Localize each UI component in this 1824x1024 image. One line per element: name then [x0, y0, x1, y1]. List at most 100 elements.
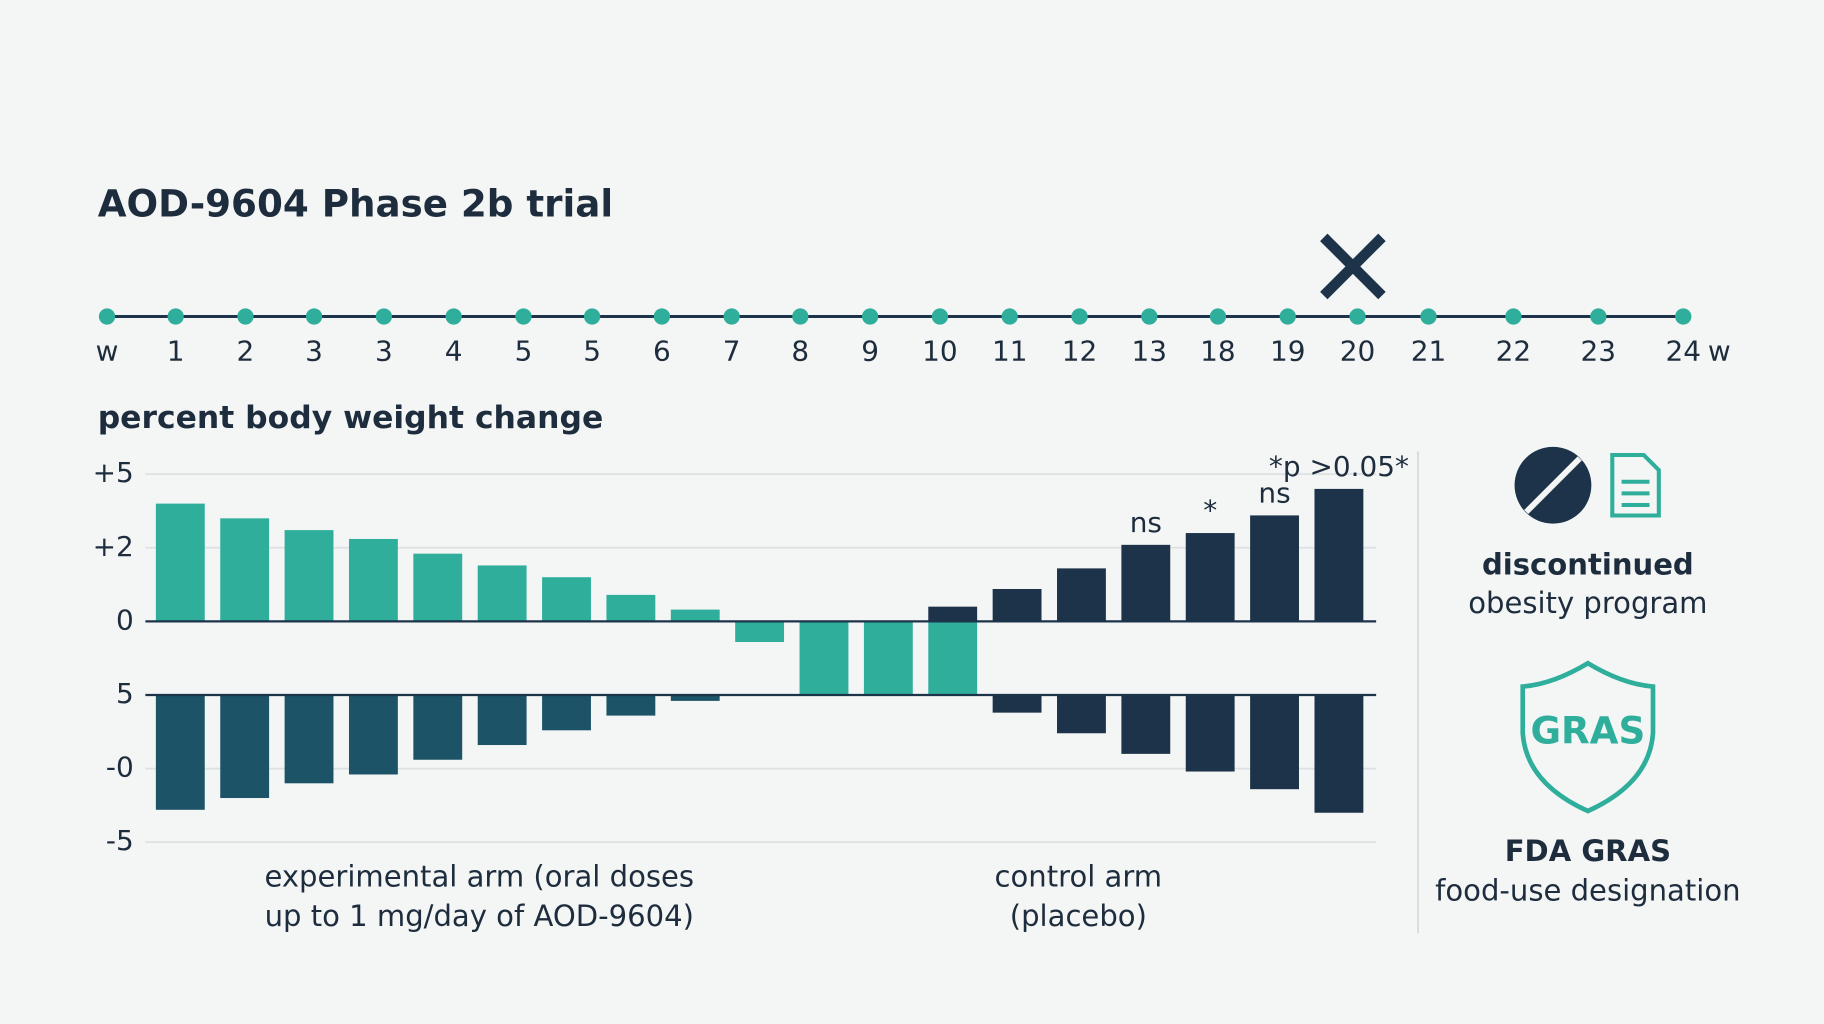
bar [348, 538, 398, 622]
document-outline [1610, 452, 1661, 518]
timeline-label: 20 [1340, 335, 1376, 368]
bar [348, 694, 398, 775]
timeline-dot [1279, 308, 1296, 325]
bar [155, 694, 205, 810]
status-title: discontinued [1482, 548, 1694, 582]
shield-icon [1520, 660, 1656, 814]
timeline-label: 5 [515, 335, 533, 368]
timeline-label: 1 [167, 335, 185, 368]
pill-slash [1524, 456, 1582, 515]
timeline-label: 2 [237, 335, 255, 368]
timeline-dot [723, 308, 740, 325]
bar [992, 588, 1042, 622]
bar [1250, 694, 1299, 790]
bar [284, 694, 334, 784]
y-tick-label: +2 [93, 530, 134, 563]
group-label: up to 1 mg/day of AOD-9604) [265, 899, 694, 933]
timeline-dot [237, 308, 254, 325]
pill-icon [1514, 446, 1592, 524]
bar-annotation: ns [1130, 506, 1162, 539]
timeline-label: 24 [1665, 335, 1701, 368]
timeline-dot [1349, 308, 1366, 325]
timeline-dot [515, 308, 532, 325]
y-tick-label: 0 [116, 603, 134, 636]
bar [606, 594, 656, 622]
discontinued-mark [1320, 233, 1386, 300]
bar [928, 621, 978, 695]
bar [542, 577, 591, 622]
bar [670, 694, 720, 701]
timeline-label: 22 [1496, 335, 1532, 368]
timeline-dot [98, 308, 116, 325]
timeline-dot [1209, 308, 1227, 325]
badge-text: GRAS [1530, 709, 1645, 753]
timeline-label: 9 [861, 335, 879, 368]
timeline-dot [1420, 308, 1437, 325]
bar [284, 530, 334, 622]
bar [1185, 694, 1235, 772]
chart-title: AOD-9604 Phase 2b trial [98, 181, 613, 225]
bar [992, 694, 1042, 713]
y-tick-label: -5 [106, 824, 134, 857]
timeline-label: 6 [653, 335, 671, 368]
designation-title: FDA GRAS [1505, 834, 1671, 868]
timeline-unit: w [1708, 335, 1731, 368]
designation-subtitle: food-use designation [1435, 874, 1740, 908]
timeline-label: 3 [305, 335, 323, 368]
y-axis-title: percent body weight change [98, 400, 604, 436]
bar [799, 621, 849, 695]
timeline-label: 4 [445, 335, 463, 368]
y-tick-label: -0 [106, 751, 134, 784]
timeline-label: 8 [791, 335, 809, 368]
timeline-label: 5 [583, 335, 601, 368]
timeline-label: 12 [1062, 335, 1098, 368]
timeline-dot [445, 308, 462, 325]
bar [1121, 694, 1171, 754]
timeline-dot [931, 308, 949, 325]
timeline-label: 19 [1270, 335, 1306, 368]
timeline-dot [1590, 308, 1607, 325]
timeline-label: 13 [1132, 335, 1168, 368]
timeline-dot [375, 308, 393, 325]
bar [542, 694, 591, 731]
bar [477, 565, 527, 622]
bar-annotation: * [1203, 494, 1217, 527]
timeline-dot [1505, 308, 1522, 325]
bar [413, 553, 463, 622]
bar [1121, 544, 1171, 622]
timeline-dot [653, 308, 671, 325]
timeline-label: 21 [1411, 335, 1447, 368]
timeline-label: 18 [1200, 335, 1236, 368]
x-mark-stroke [1320, 233, 1386, 300]
bar [1185, 533, 1235, 622]
timeline-dot [861, 308, 879, 325]
timeline-dot [1141, 308, 1158, 325]
timeline-dot [1675, 308, 1692, 325]
timeline-label: 3 [375, 335, 393, 368]
bar [1057, 694, 1106, 734]
bar [1314, 488, 1364, 622]
bar [413, 694, 463, 760]
timeline-dot [1071, 308, 1088, 325]
timeline-label: w [96, 335, 119, 368]
timeline-label: 7 [723, 335, 741, 368]
bar [155, 503, 205, 622]
bar [606, 694, 656, 716]
bar [670, 609, 720, 622]
bar [928, 606, 978, 622]
bar-annotation: ns [1258, 476, 1290, 509]
document-icon [1610, 452, 1661, 518]
bar [1250, 515, 1299, 622]
timeline-dot [1001, 308, 1018, 325]
bar [1314, 694, 1364, 813]
status-subtitle: obesity program [1468, 586, 1707, 620]
bar [477, 694, 527, 746]
bar-annotation: *p >0.05* [1269, 450, 1409, 483]
timeline-label: 23 [1581, 335, 1617, 368]
timeline-dot [167, 308, 184, 325]
group-label: (placebo) [1010, 899, 1147, 933]
timeline-label: 11 [992, 335, 1028, 368]
y-tick-label: +5 [93, 456, 134, 489]
